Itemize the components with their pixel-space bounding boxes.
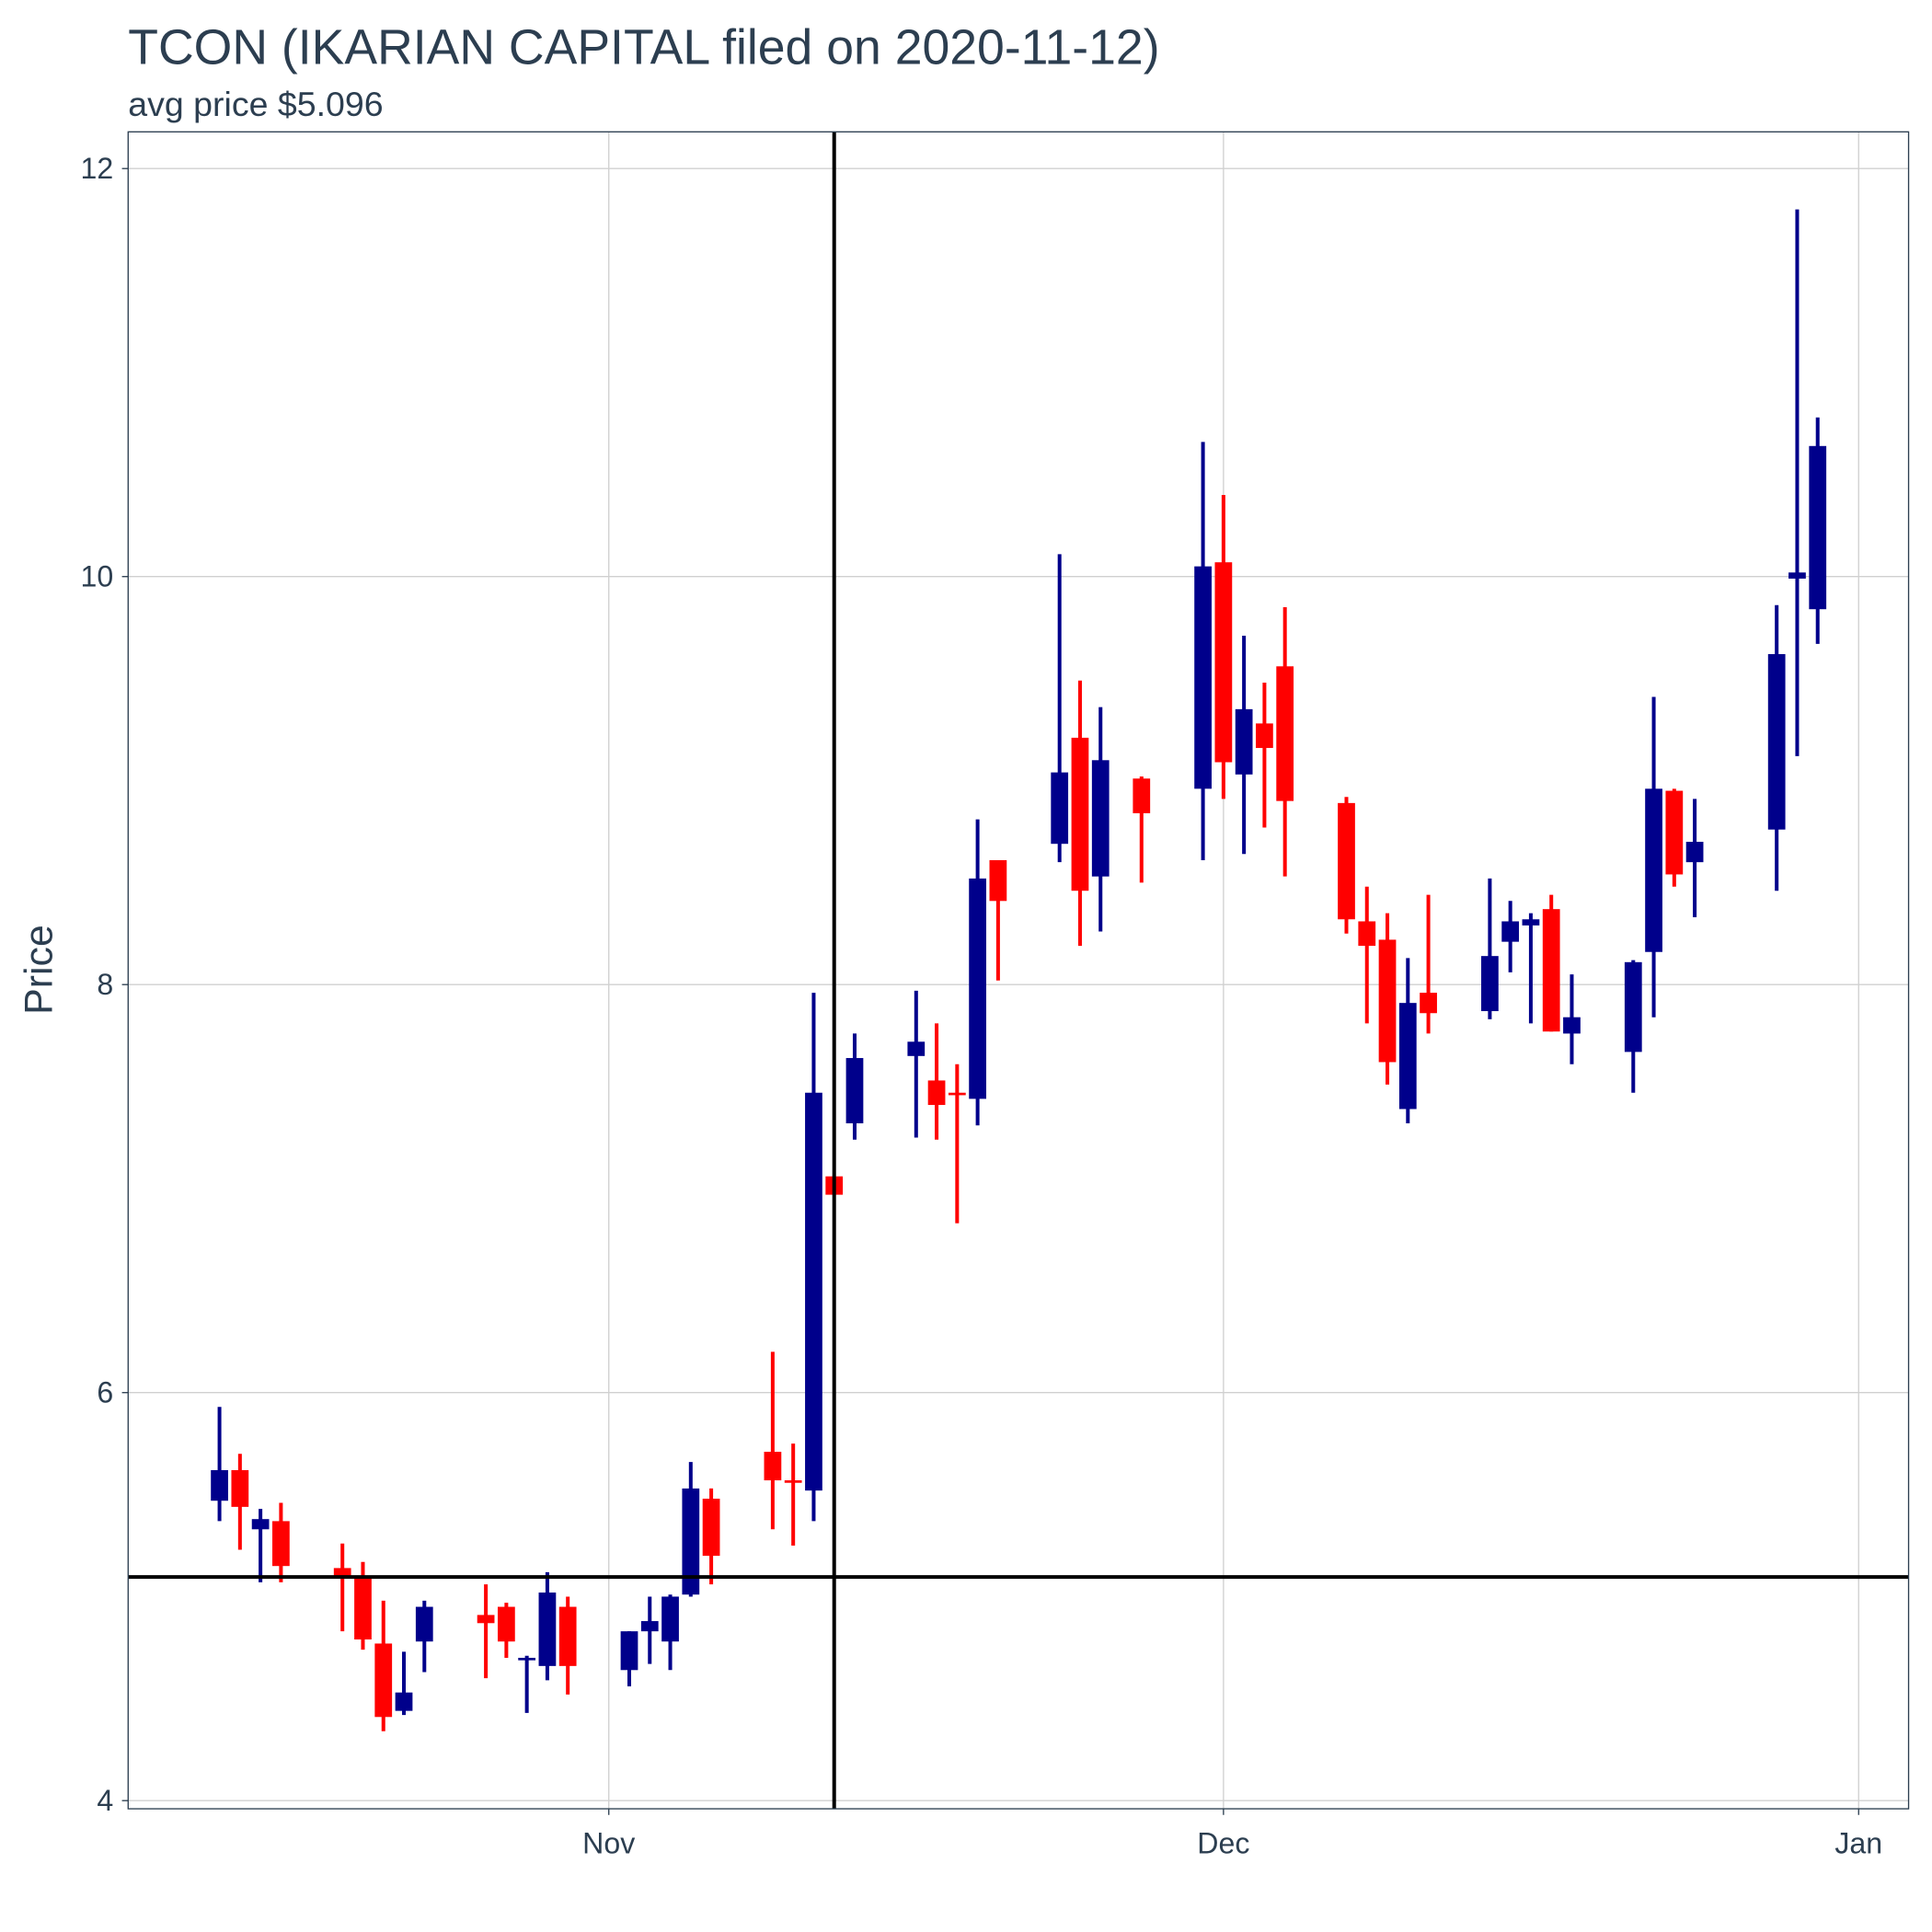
candle-body xyxy=(558,1606,577,1666)
candle-body xyxy=(1378,939,1397,1063)
candle-body xyxy=(1501,921,1520,942)
candle-body xyxy=(395,1692,413,1711)
candle-body xyxy=(1235,708,1253,775)
candle-body xyxy=(702,1499,720,1557)
candle-body xyxy=(497,1606,515,1642)
candle-body xyxy=(354,1578,372,1640)
candle-body xyxy=(1276,666,1294,801)
candle-body xyxy=(1071,737,1089,891)
candle-body xyxy=(477,1615,495,1624)
candle-body xyxy=(1338,802,1355,920)
candle-body xyxy=(1133,778,1151,813)
candle-body xyxy=(272,1521,290,1567)
candle-body xyxy=(907,1041,926,1056)
candle-body xyxy=(805,1092,822,1491)
candle-body xyxy=(682,1488,700,1595)
candle-body xyxy=(1645,788,1662,952)
candle-body xyxy=(1685,841,1704,863)
candles xyxy=(128,132,1909,1810)
y-tick-label: 8 xyxy=(97,968,113,1001)
y-tick-label: 4 xyxy=(97,1784,113,1817)
candle-body xyxy=(1788,572,1806,579)
candle-body xyxy=(620,1631,638,1671)
candle-body xyxy=(989,859,1007,902)
candle-body xyxy=(518,1657,536,1661)
candle-body xyxy=(1420,993,1437,1014)
candle-body xyxy=(784,1480,802,1483)
candle-body xyxy=(1542,909,1560,1032)
candle-body xyxy=(231,1469,249,1507)
candle-body xyxy=(333,1568,351,1579)
candle-body xyxy=(1398,1003,1417,1110)
candle-body xyxy=(1256,723,1273,748)
candle-body xyxy=(538,1593,557,1666)
x-tick-label: Dec xyxy=(1197,1826,1249,1859)
y-tick-label: 6 xyxy=(97,1375,113,1409)
y-tick-label: 12 xyxy=(80,152,113,185)
candle-body xyxy=(251,1519,270,1530)
candle-body xyxy=(1194,566,1212,789)
candle-body xyxy=(1767,653,1786,830)
x-tick-label: Nov xyxy=(582,1826,635,1859)
candle-body xyxy=(764,1452,782,1481)
candle-body xyxy=(927,1080,946,1106)
candle-body xyxy=(1358,921,1376,947)
candle-body xyxy=(211,1469,228,1501)
grid: 4 6 8 10 12 Nov Dec Jan xyxy=(80,132,1909,1859)
candle-body xyxy=(1624,961,1642,1052)
chart-subtitle: avg price $5.096 xyxy=(128,85,383,123)
candle-body xyxy=(845,1058,864,1123)
candle-body xyxy=(1214,562,1233,763)
candle-body xyxy=(1051,772,1069,845)
candle-body xyxy=(1809,445,1827,610)
candle-body xyxy=(1091,760,1110,877)
candle-body xyxy=(1522,919,1540,926)
candle-body xyxy=(415,1606,433,1642)
candle-body xyxy=(661,1596,679,1642)
y-tick-label: 10 xyxy=(80,559,113,592)
chart-title: TCON (IKARIAN CAPITAL filed on 2020-11-1… xyxy=(128,21,1159,75)
candle-body xyxy=(969,878,986,1099)
candle-body xyxy=(640,1621,659,1632)
candle-body xyxy=(1563,1017,1581,1034)
panel-border xyxy=(127,131,1910,1810)
y-axis-label: Price xyxy=(17,925,61,1015)
candle-body xyxy=(374,1643,393,1718)
candle-body xyxy=(948,1092,966,1096)
candle-body xyxy=(1481,956,1499,1012)
x-tick-label: Jan xyxy=(1834,1826,1882,1859)
candle-body xyxy=(1665,790,1684,875)
